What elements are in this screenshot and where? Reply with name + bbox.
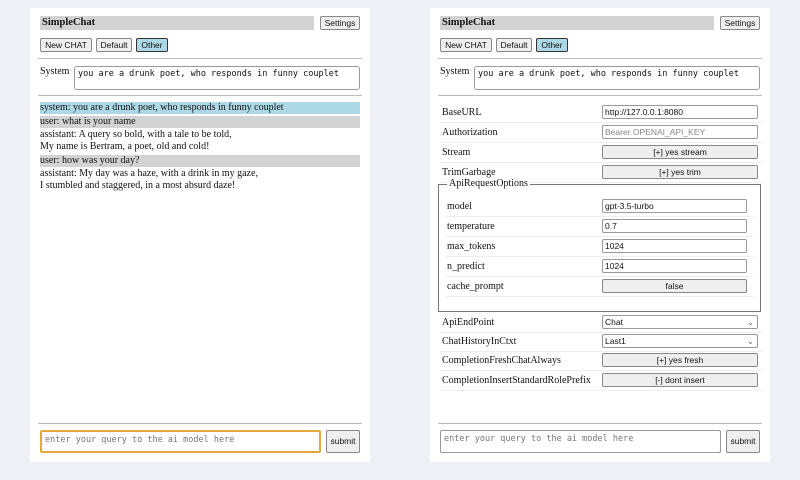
api-request-options: ApiRequestOptions model gpt-3.5-turbo te… <box>438 178 761 312</box>
api-options-legend: ApiRequestOptions <box>447 178 530 189</box>
app-title: SimpleChat <box>440 16 714 30</box>
system-prompt-input[interactable]: you are a drunk poet, who responds in fu… <box>474 66 760 90</box>
user-message: user: how was your day? <box>40 155 360 167</box>
max-tokens-label: max_tokens <box>447 241 496 252</box>
cache-prompt-label: cache_prompt <box>447 281 504 292</box>
n-predict-input[interactable]: 1024 <box>602 259 747 273</box>
chevron-down-icon: ⌄ <box>746 336 754 346</box>
history-select[interactable]: Last1 ⌄ <box>602 334 758 348</box>
authorization-label: Authorization <box>442 127 498 138</box>
query-input[interactable]: enter your query to the ai model here <box>40 430 321 453</box>
submit-button[interactable]: submit <box>326 430 360 453</box>
message-line: My name is Bertram, a poet, old and cold… <box>40 141 210 152</box>
endpoint-select[interactable]: Chat ⌄ <box>602 315 758 329</box>
stream-toggle[interactable]: [+] yes stream <box>602 145 758 159</box>
prefix-label: CompletionInsertStandardRolePrefix <box>442 375 591 386</box>
message-line: I stumbled and staggered, in a most absu… <box>40 180 236 191</box>
fresh-label: CompletionFreshChatAlways <box>442 355 561 366</box>
divider <box>38 95 362 96</box>
model-label: model <box>447 201 472 212</box>
new-chat-button[interactable]: New CHAT <box>440 38 492 52</box>
chat-panel: SimpleChat Settings New CHAT Default Oth… <box>30 8 370 462</box>
message-line: assistant: A query so bold, with a tale … <box>40 129 232 140</box>
divider <box>38 58 362 59</box>
n-predict-label: n_predict <box>447 261 485 272</box>
trim-toggle[interactable]: [+] yes trim <box>602 165 758 179</box>
settings-button[interactable]: Settings <box>720 16 760 30</box>
base-url-input[interactable]: http://127.0.0.1:8080 <box>602 105 758 119</box>
base-url-label: BaseURL <box>442 107 482 118</box>
stream-label: Stream <box>442 147 471 158</box>
temperature-label: temperature <box>447 221 495 232</box>
history-value: Last1 <box>605 336 626 346</box>
other-button[interactable]: Other <box>536 38 568 52</box>
message-line: assistant: My day was a haze, with a dri… <box>40 168 258 179</box>
history-label: ChatHistoryInCtxt <box>442 336 517 347</box>
settings-button[interactable]: Settings <box>320 16 360 30</box>
divider <box>438 423 762 424</box>
cache-prompt-row: cache_prompt false <box>445 277 753 297</box>
user-message: user: what is your name <box>40 116 360 128</box>
other-button[interactable]: Other <box>136 38 168 52</box>
stream-row: Stream [+] yes stream <box>440 143 762 163</box>
chevron-down-icon: ⌄ <box>746 317 754 327</box>
n-predict-row: n_predict 1024 <box>445 257 753 277</box>
assistant-message: assistant: A query so bold, with a tale … <box>40 129 360 153</box>
new-chat-button[interactable]: New CHAT <box>40 38 92 52</box>
submit-button[interactable]: submit <box>726 430 760 453</box>
trim-row: TrimGarbage [+] yes trim <box>440 163 762 183</box>
endpoint-row: ApiEndPoint Chat ⌄ <box>440 313 762 333</box>
endpoint-label: ApiEndPoint <box>442 317 495 328</box>
divider <box>438 95 762 96</box>
system-label: System <box>40 66 70 77</box>
temperature-input[interactable]: 0.7 <box>602 219 747 233</box>
max-tokens-row: max_tokens 1024 <box>445 237 753 257</box>
app-title: SimpleChat <box>40 16 314 30</box>
history-row: ChatHistoryInCtxt Last1 ⌄ <box>440 332 762 352</box>
assistant-message: assistant: My day was a haze, with a dri… <box>40 168 360 192</box>
settings-panel: SimpleChat Settings New CHAT Default Oth… <box>430 8 770 462</box>
fresh-row: CompletionFreshChatAlways [+] yes fresh <box>440 351 762 371</box>
cache-prompt-toggle[interactable]: false <box>602 279 747 293</box>
system-message: system: you are a drunk poet, who respon… <box>40 102 360 114</box>
authorization-input[interactable]: Bearer OPENAI_API_KEY <box>602 125 758 139</box>
fresh-toggle[interactable]: [+] yes fresh <box>602 353 758 367</box>
temperature-row: temperature 0.7 <box>445 217 753 237</box>
max-tokens-input[interactable]: 1024 <box>602 239 747 253</box>
default-button[interactable]: Default <box>496 38 532 52</box>
trim-label: TrimGarbage <box>442 167 496 178</box>
authorization-row: Authorization Bearer OPENAI_API_KEY <box>440 123 762 143</box>
model-row: model gpt-3.5-turbo <box>445 197 753 217</box>
divider <box>38 423 362 424</box>
system-label: System <box>440 66 470 77</box>
divider <box>438 58 762 59</box>
prefix-row: CompletionInsertStandardRolePrefix [-] d… <box>440 371 762 391</box>
query-input[interactable]: enter your query to the ai model here <box>440 430 721 453</box>
base-url-row: BaseURL http://127.0.0.1:8080 <box>440 103 762 123</box>
system-prompt-input[interactable]: you are a drunk poet, who responds in fu… <box>74 66 360 90</box>
model-input[interactable]: gpt-3.5-turbo <box>602 199 747 213</box>
prefix-toggle[interactable]: [-] dont insert <box>602 373 758 387</box>
endpoint-value: Chat <box>605 317 623 327</box>
default-button[interactable]: Default <box>96 38 132 52</box>
